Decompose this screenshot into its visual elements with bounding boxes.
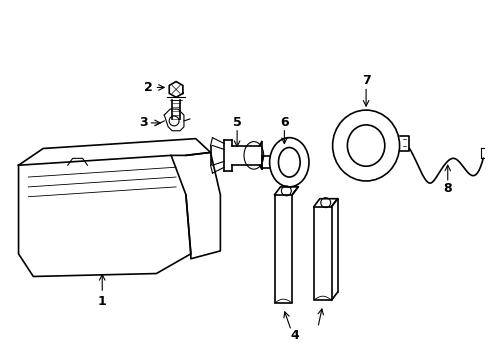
Text: 8: 8 <box>443 182 451 195</box>
Text: 7: 7 <box>361 74 370 87</box>
Text: 6: 6 <box>280 116 288 129</box>
Text: 3: 3 <box>139 116 147 129</box>
Text: 4: 4 <box>290 329 299 342</box>
Text: 5: 5 <box>232 116 241 129</box>
Text: 1: 1 <box>98 294 106 307</box>
Text: 2: 2 <box>144 81 153 94</box>
